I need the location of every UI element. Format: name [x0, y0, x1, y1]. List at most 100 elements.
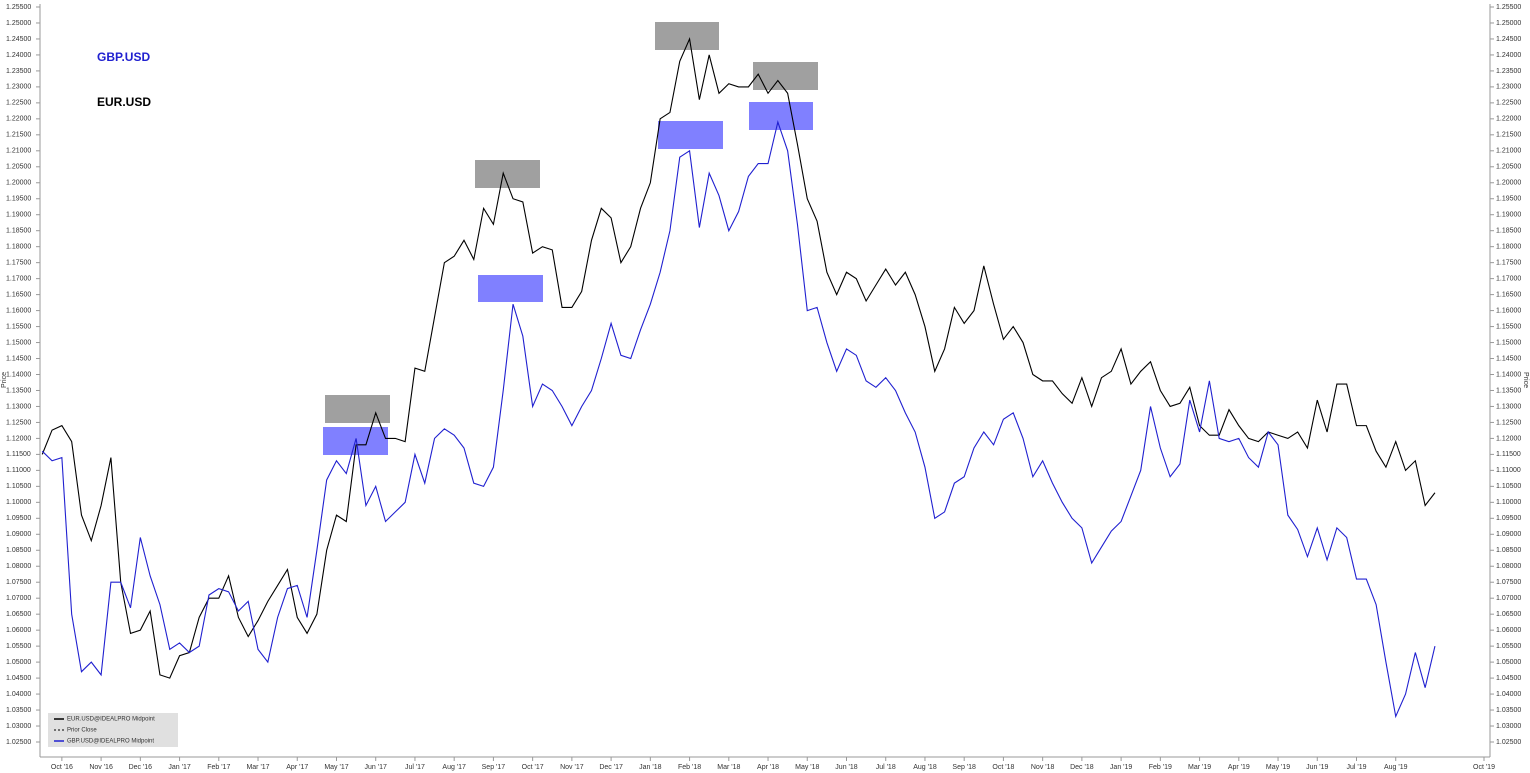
- y-tick-label: 1.09000: [1496, 531, 1521, 538]
- y-tick-label: 1.23500: [6, 68, 31, 75]
- y-tick-label: 1.24500: [6, 36, 31, 43]
- y-tick-label: 1.09500: [6, 515, 31, 522]
- x-tick-label: Apr '18: [757, 764, 779, 771]
- legend: Prior Close: [48, 713, 178, 747]
- y-tick-label: 1.23000: [1496, 84, 1521, 91]
- y-tick-label: 1.21500: [6, 132, 31, 139]
- x-tick-label: Feb '18: [678, 764, 701, 771]
- y-tick-label: 1.03500: [1496, 707, 1521, 714]
- y-tick-label: 1.17500: [1496, 259, 1521, 266]
- y-tick-label: 1.20000: [6, 180, 31, 187]
- y-tick-label: 1.23500: [1496, 68, 1521, 75]
- y-tick-label: 1.10500: [1496, 483, 1521, 490]
- x-tick-label: May '19: [1266, 764, 1290, 771]
- y-tick-label: 1.20500: [6, 164, 31, 171]
- y-axis-label: Price: [1522, 372, 1529, 388]
- y-tick-label: 1.18500: [1496, 228, 1521, 235]
- y-tick-label: 1.25500: [1496, 4, 1521, 11]
- y-tick-label: 1.19500: [1496, 196, 1521, 203]
- y-tick-label: 1.22000: [1496, 116, 1521, 123]
- highlight-box: [749, 102, 813, 130]
- x-tick-label: Jun '17: [365, 764, 387, 771]
- y-tick-label: 1.11500: [1496, 451, 1521, 458]
- y-tick-label: 1.18500: [6, 228, 31, 235]
- y-tick-label: 1.14500: [1496, 355, 1521, 362]
- y-tick-label: 1.10000: [1496, 499, 1521, 506]
- y-tick-label: 1.25500: [6, 4, 31, 11]
- y-tick-label: 1.03000: [1496, 723, 1521, 730]
- y-tick-label: 1.25000: [1496, 20, 1521, 27]
- y-tick-label: 1.22000: [6, 116, 31, 123]
- x-tick-label: Aug '17: [442, 764, 466, 771]
- legend-box: [48, 713, 178, 747]
- x-tick-label: Jun '19: [1306, 764, 1328, 771]
- y-tick-label: 1.06500: [6, 611, 31, 618]
- y-tick-label: 1.19500: [6, 196, 31, 203]
- legend-label: GBP.USD@IDEALPRO Midpoint: [67, 739, 154, 745]
- x-tick-label: Mar '19: [1188, 764, 1211, 771]
- y-tick-label: 1.20000: [1496, 180, 1521, 187]
- y-tick-label: 1.14000: [6, 371, 31, 378]
- highlight-box: [478, 275, 543, 302]
- y-tick-label: 1.04500: [1496, 675, 1521, 682]
- y-tick-label: 1.12000: [6, 435, 31, 442]
- x-tick-label: Aug '18: [913, 764, 937, 771]
- y-tick-label: 1.08000: [6, 563, 31, 570]
- x-tick-label: Oct '16: [51, 764, 73, 771]
- y-tick-label: 1.02500: [6, 739, 31, 746]
- series-line: [41, 120, 1436, 719]
- x-tick-label: Aug '19: [1384, 764, 1408, 771]
- x-tick-label: Jul '19: [1346, 764, 1366, 771]
- y-tick-label: 1.13000: [6, 403, 31, 410]
- annotation: GBP.USD: [97, 50, 150, 64]
- x-tick-label: Mar '18: [717, 764, 740, 771]
- y-tick-label: 1.20500: [1496, 164, 1521, 171]
- y-tick-label: 1.09000: [6, 531, 31, 538]
- y-tick-label: 1.05000: [1496, 659, 1521, 666]
- y-tick-label: 1.10000: [6, 499, 31, 506]
- y-tick-label: 1.17000: [6, 275, 31, 282]
- highlight-box: [325, 395, 390, 423]
- x-tick-label: Sep '18: [952, 764, 976, 771]
- y-tick-label: 1.07500: [6, 579, 31, 586]
- y-tick-label: 1.15000: [1496, 339, 1521, 346]
- y-tick-label: 1.16500: [1496, 291, 1521, 298]
- x-tick-label: Dec '17: [599, 764, 623, 771]
- y-tick-label: 1.05500: [1496, 643, 1521, 650]
- y-tick-label: 1.13000: [1496, 403, 1521, 410]
- y-tick-label: 1.08500: [6, 547, 31, 554]
- x-tick-label: Feb '17: [207, 764, 230, 771]
- y-tick-label: 1.14000: [1496, 371, 1521, 378]
- x-tick-label: Dec '16: [129, 764, 153, 771]
- x-tick-label: Jul '18: [876, 764, 896, 771]
- x-tick-label: Nov '16: [89, 764, 113, 771]
- y-tick-label: 1.21000: [1496, 148, 1521, 155]
- y-tick-label: 1.22500: [6, 100, 31, 107]
- y-tick-label: 1.17500: [6, 259, 31, 266]
- x-tick-label: May '17: [324, 764, 348, 771]
- y-tick-label: 1.13500: [1496, 387, 1521, 394]
- x-tick-label: Nov '17: [560, 764, 584, 771]
- y-tick-label: 1.24000: [1496, 52, 1521, 59]
- y-tick-label: 1.18000: [6, 244, 31, 251]
- y-tick-label: 1.16500: [6, 291, 31, 298]
- y-tick-label: 1.02500: [1496, 739, 1521, 746]
- x-tick-label: Oct '17: [522, 764, 544, 771]
- x-tick-label: Nov '18: [1031, 764, 1055, 771]
- y-tick-label: 1.11000: [6, 467, 31, 474]
- y-tick-label: 1.24500: [1496, 36, 1521, 43]
- x-tick-label: May '18: [795, 764, 819, 771]
- y-tick-label: 1.06000: [6, 627, 31, 634]
- y-tick-label: 1.10500: [6, 483, 31, 490]
- annotation: EUR.USD: [97, 95, 151, 109]
- y-tick-label: 1.14500: [6, 355, 31, 362]
- x-tick-label: Apr '17: [286, 764, 308, 771]
- y-axis-label: Price: [1, 372, 8, 388]
- highlight-box: [753, 62, 818, 90]
- x-tick-label: Oct '18: [992, 764, 1014, 771]
- y-tick-label: 1.17000: [1496, 275, 1521, 282]
- y-tick-label: 1.06500: [1496, 611, 1521, 618]
- y-tick-label: 1.21000: [6, 148, 31, 155]
